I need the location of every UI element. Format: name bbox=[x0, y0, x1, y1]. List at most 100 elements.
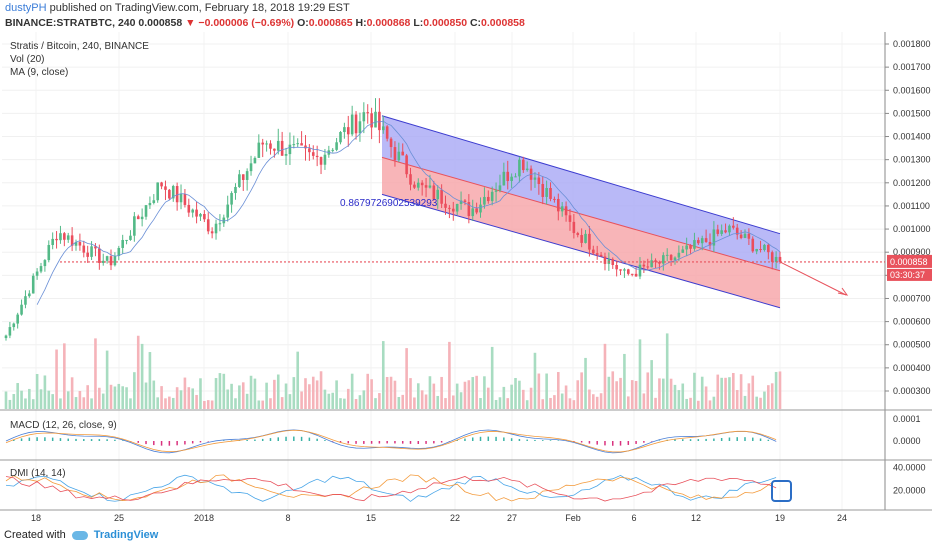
candle bbox=[117, 247, 121, 256]
volume-bar bbox=[599, 393, 603, 409]
candle bbox=[708, 241, 712, 246]
volume-bar bbox=[658, 378, 661, 409]
volume-bar bbox=[327, 393, 331, 409]
volume-bar bbox=[665, 333, 669, 409]
candle bbox=[545, 187, 548, 197]
volume-bar bbox=[697, 400, 700, 409]
candle bbox=[576, 233, 580, 236]
time-tick-label: 18 bbox=[31, 513, 41, 522]
volume-bar bbox=[343, 398, 346, 409]
author-link[interactable]: dustyPH bbox=[5, 2, 47, 14]
candle bbox=[16, 314, 19, 324]
legend-macd: MACD (12, 26, close, 9) bbox=[10, 420, 117, 431]
candle bbox=[619, 269, 622, 271]
volume-bar bbox=[549, 397, 552, 409]
volume-bar bbox=[362, 390, 366, 409]
candle bbox=[385, 126, 389, 139]
volume-bar bbox=[588, 389, 591, 409]
legend-title: Stratis / Bitcoin, 240, BINANCE bbox=[10, 41, 149, 52]
publish-line: dustyPH published on TradingView.com, Fe… bbox=[5, 2, 350, 14]
volume-bar bbox=[168, 396, 171, 409]
candle bbox=[623, 269, 626, 271]
candle bbox=[269, 143, 272, 149]
candle bbox=[638, 264, 642, 277]
volume-bar bbox=[311, 376, 315, 409]
candle bbox=[241, 174, 245, 180]
candle bbox=[206, 219, 210, 232]
ma-line bbox=[36, 120, 781, 305]
ma-line bbox=[36, 120, 781, 305]
candle bbox=[148, 202, 152, 206]
candle bbox=[397, 151, 401, 161]
volume-bar bbox=[545, 373, 548, 409]
volume-bar bbox=[346, 388, 350, 409]
candle bbox=[152, 200, 156, 203]
price-tick-label: 0.000400 bbox=[893, 363, 931, 373]
candle bbox=[595, 253, 599, 255]
volume-bar bbox=[4, 391, 8, 409]
candle bbox=[168, 189, 171, 199]
volume-bar bbox=[117, 383, 121, 409]
volume-bar bbox=[113, 386, 117, 409]
volume-bar bbox=[16, 383, 19, 409]
candle bbox=[662, 255, 665, 264]
volume-bar bbox=[199, 378, 202, 409]
volume-bar bbox=[280, 397, 284, 409]
volume-bar bbox=[401, 394, 405, 409]
candle bbox=[358, 121, 362, 134]
created-with: Created with bbox=[4, 529, 66, 541]
tradingview-logo-link[interactable]: TradingView bbox=[93, 529, 159, 541]
volume-bar bbox=[471, 377, 475, 409]
candle bbox=[541, 183, 545, 197]
candle bbox=[728, 225, 731, 233]
candle bbox=[553, 198, 556, 200]
macd-line bbox=[5, 429, 777, 454]
volume-bar bbox=[214, 378, 218, 409]
candle bbox=[343, 127, 346, 133]
candle bbox=[261, 142, 265, 145]
volume-bar bbox=[129, 398, 132, 409]
volume-bar bbox=[393, 380, 397, 409]
candle bbox=[125, 239, 128, 241]
volume-bar bbox=[498, 397, 502, 409]
price-tick-label: 0.000500 bbox=[893, 340, 931, 350]
legend-dmi: DMI (14, 14) bbox=[10, 468, 66, 479]
channel-lower-line bbox=[381, 193, 781, 309]
price-tick-label: 0.001100 bbox=[893, 201, 930, 211]
volume-bar bbox=[276, 374, 280, 409]
candle bbox=[716, 229, 720, 234]
volume-bar bbox=[654, 397, 657, 409]
volume-bar bbox=[234, 398, 237, 409]
candle bbox=[90, 246, 93, 257]
last-price: 0.000858 bbox=[138, 17, 183, 29]
candle bbox=[214, 223, 218, 234]
volume-bar bbox=[385, 377, 389, 409]
volume-bar bbox=[47, 390, 51, 409]
candle bbox=[24, 296, 27, 305]
close-value: 0.000858 bbox=[481, 17, 525, 29]
candle bbox=[440, 189, 443, 204]
volume-bar bbox=[440, 376, 443, 409]
candle bbox=[319, 157, 323, 165]
volume-bar bbox=[716, 374, 720, 409]
volume-bar bbox=[133, 372, 136, 409]
candle bbox=[693, 240, 696, 249]
volume-bar bbox=[580, 372, 583, 409]
volume-bar bbox=[595, 396, 599, 409]
candle bbox=[479, 204, 482, 213]
candle bbox=[700, 238, 704, 244]
candle bbox=[66, 235, 70, 240]
volume-bar bbox=[732, 372, 735, 409]
candle bbox=[4, 335, 8, 339]
volume-bar bbox=[8, 399, 12, 409]
candle bbox=[778, 256, 782, 262]
candle bbox=[311, 152, 315, 156]
volume-bar bbox=[304, 378, 307, 409]
candle bbox=[346, 127, 350, 135]
candle bbox=[584, 233, 587, 243]
volume-bar bbox=[662, 378, 665, 409]
volume-bar bbox=[506, 398, 510, 409]
symbol-label: BINANCE:STRATBTC, 240 bbox=[5, 17, 136, 29]
candle bbox=[572, 221, 576, 234]
